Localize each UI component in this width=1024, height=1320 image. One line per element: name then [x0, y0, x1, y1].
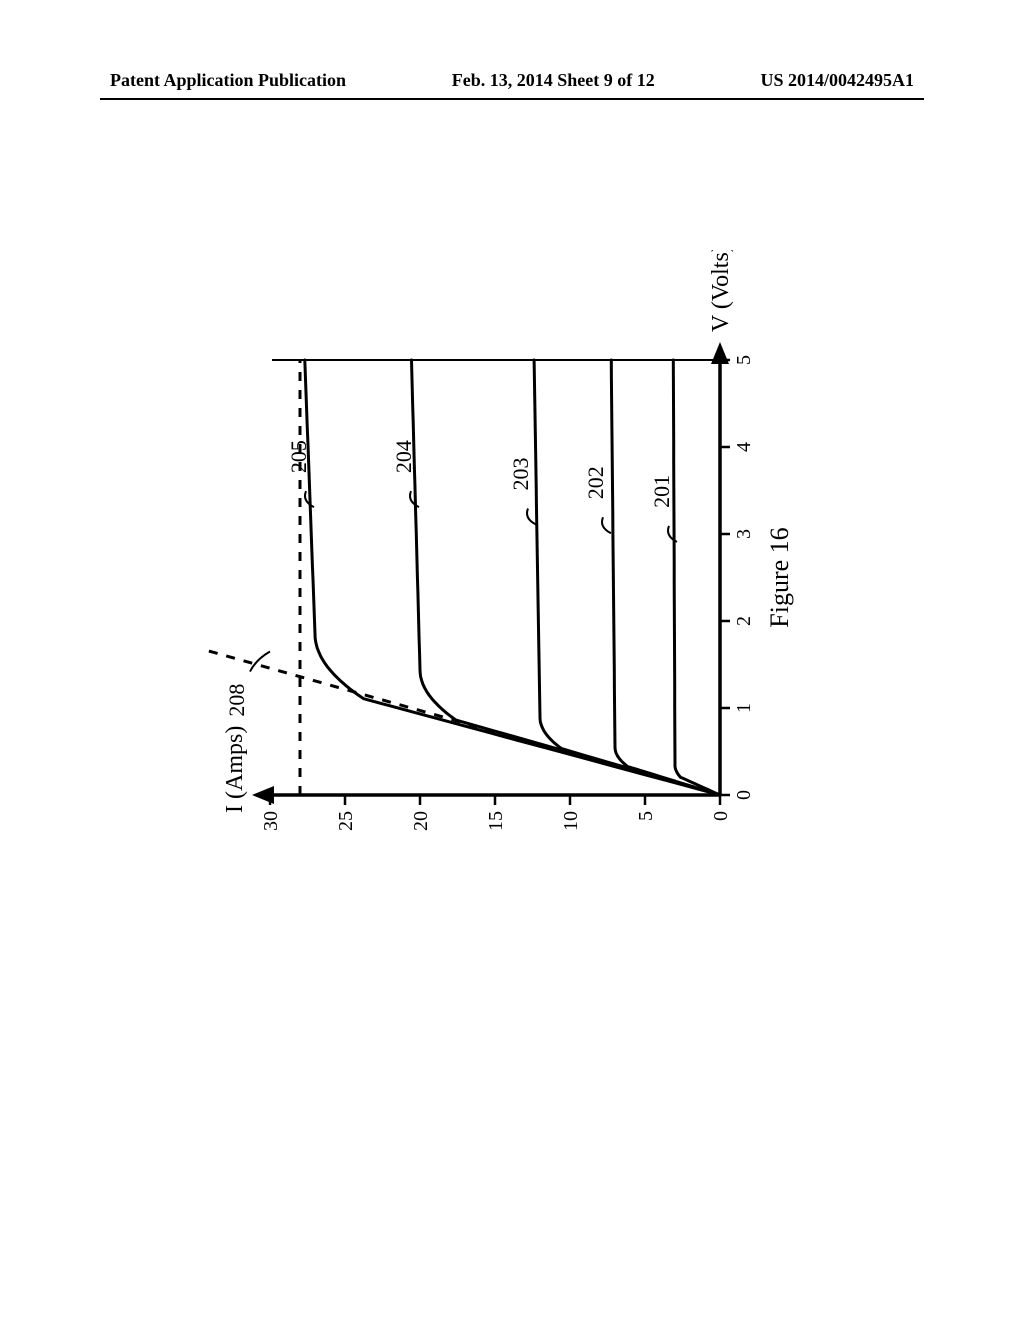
figure-caption: Figure 16 [765, 527, 794, 627]
x-tick-label: 3 [733, 529, 755, 539]
curve-label-c202: 202 [583, 466, 608, 499]
y-tick-label: 25 [335, 811, 357, 831]
y-axis-label: I (Amps) [222, 726, 248, 813]
iv-chart: 0 5 10 15 20 25 30 0 1 2 3 4 5 I (Amps) V (Volts) Figur… [205, 250, 845, 890]
iv-curve-c202 [611, 360, 720, 795]
x-tick-label: 0 [733, 790, 755, 800]
x-tick-label: 1 [733, 703, 755, 713]
x-tick-label: 2 [733, 616, 755, 626]
x-tick-label: 4 [733, 442, 755, 452]
header-center: Feb. 13, 2014 Sheet 9 of 12 [452, 70, 655, 91]
header-left: Patent Application Publication [110, 70, 346, 91]
x-tick-label: 5 [733, 355, 755, 365]
iv-curve-c203 [534, 360, 720, 795]
page-header: Patent Application Publication Feb. 13, … [0, 70, 1024, 91]
y-tick-label: 30 [260, 811, 282, 831]
y-tick-label: 0 [710, 811, 732, 821]
header-rule [100, 98, 924, 100]
curve-leader-c201 [668, 526, 677, 542]
y-tick-label: 20 [410, 811, 432, 831]
iv-curve-c201 [673, 360, 720, 795]
curve-label-c201: 201 [649, 475, 674, 508]
y-tick-label: 10 [560, 811, 582, 831]
x-axis-label: V (Volts) [708, 250, 734, 332]
curve-leader-c203 [527, 509, 536, 525]
curve-label-c203: 203 [508, 458, 533, 491]
curve-label-c208: 208 [224, 684, 249, 717]
iv-curve-c205 [305, 360, 720, 795]
figure-16: 0 5 10 15 20 25 30 0 1 2 3 4 5 I (Amps) V (Volts) Figur… [205, 250, 845, 890]
y-tick-label: 15 [485, 811, 507, 831]
curve-label-c204: 204 [391, 440, 416, 473]
curve-leader-c202 [602, 517, 611, 533]
y-tick-label: 5 [635, 811, 657, 821]
header-right: US 2014/0042495A1 [760, 70, 914, 91]
curve-label-c205: 205 [286, 440, 311, 473]
